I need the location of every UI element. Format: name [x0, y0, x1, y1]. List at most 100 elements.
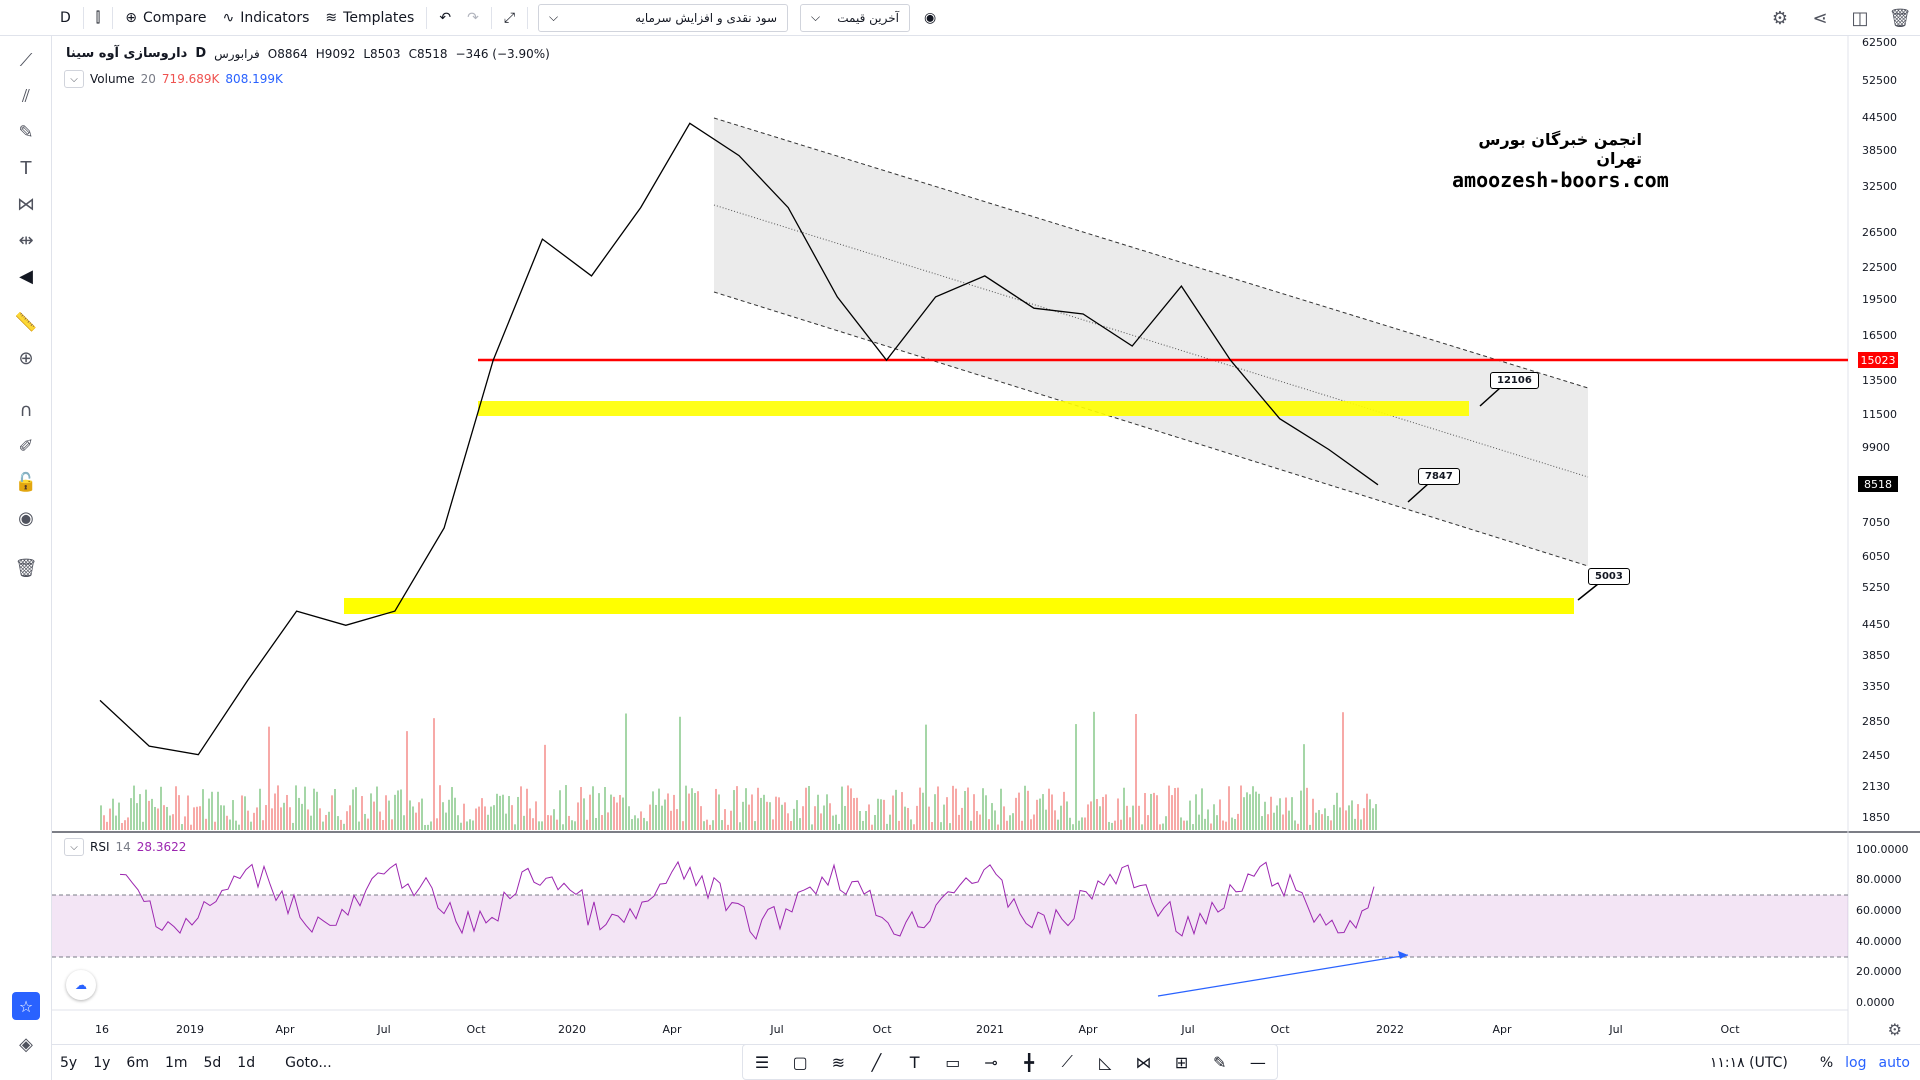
templates-button[interactable]: ≋ Templates	[317, 0, 422, 36]
note-7847[interactable]: 7847	[1418, 468, 1460, 485]
path-icon[interactable]: ⟋	[1061, 1052, 1073, 1071]
volume-bar	[1321, 814, 1323, 830]
volume-bar	[520, 786, 522, 830]
prediction-icon[interactable]: ⇹	[18, 229, 34, 251]
watermark: انجمن خبرگان بورس تهران amoozesh-boors.c…	[1452, 130, 1669, 192]
dividend-select[interactable]: سود نقدی و افزایش سرمایه ⌵	[538, 3, 789, 32]
volume-bar	[139, 794, 141, 830]
time-axis-label: Jul	[376, 1023, 390, 1036]
rsi-axis-label: 60.0000	[1856, 904, 1902, 917]
timezone-label[interactable]: ۱۱:۱۸ (UTC)	[1709, 1054, 1788, 1071]
symbol-name[interactable]: داروسازی آوه سینا	[66, 46, 188, 61]
volume-bar	[1039, 798, 1041, 830]
rectangle-icon[interactable]: ▢	[792, 1052, 808, 1072]
bar-style-icon[interactable]: ⫿	[95, 9, 101, 26]
text-icon[interactable]: T	[20, 157, 32, 179]
callout-icon[interactable]: ▭	[945, 1052, 961, 1072]
undo-icon[interactable]: ↶	[439, 9, 452, 26]
range-1m[interactable]: 1m	[164, 1054, 188, 1071]
channel-icon[interactable]: ⫽	[21, 85, 31, 107]
back-arrow-icon[interactable]: ◀	[19, 265, 33, 287]
brush-icon[interactable]: ✎	[1213, 1052, 1227, 1072]
volume-bar	[115, 815, 117, 830]
rsi-series	[119, 860, 1375, 941]
eye-icon[interactable]: ◉	[924, 9, 937, 26]
volume-bar	[733, 790, 735, 830]
volume-bar	[400, 789, 402, 830]
volume-bar	[1006, 820, 1008, 830]
zoom-in-icon[interactable]: ⊕	[18, 347, 34, 369]
rsi-divergence-line	[1157, 954, 1409, 997]
eye-icon[interactable]: ◉	[18, 507, 34, 529]
range-1d[interactable]: 1d	[237, 1054, 256, 1071]
pattern-icon[interactable]: ⋈	[17, 193, 35, 215]
magnet-icon[interactable]: ∩	[19, 399, 33, 421]
collapse-icon[interactable]: ⌵	[64, 838, 84, 856]
price-type-select[interactable]: آخرین قیمت ⌵	[800, 3, 911, 32]
cross-line-icon[interactable]: ╋	[1024, 1052, 1034, 1072]
share-icon[interactable]: ⋖	[1812, 7, 1828, 29]
interval-button[interactable]: D	[60, 9, 71, 26]
trash-icon[interactable]: 🗑	[14, 557, 38, 579]
brush-icon[interactable]: ✎	[18, 121, 34, 143]
collapse-icon[interactable]: ⌵	[64, 70, 84, 88]
text-icon[interactable]: T	[909, 1052, 920, 1072]
watermark-line1: انجمن خبرگان بورس تهران	[1478, 130, 1642, 168]
volume-bar	[787, 813, 789, 830]
ruler-icon[interactable]: 📏	[14, 311, 38, 333]
note-5003[interactable]: 5003	[1588, 568, 1630, 585]
trash-icon[interactable]: 🗑	[1888, 7, 1912, 29]
trendline-icon[interactable]: ⟋	[19, 49, 33, 71]
volume-bar	[103, 815, 105, 830]
volume-bar	[682, 821, 684, 830]
volume-label: Volume	[90, 72, 135, 86]
tradingview-logo-icon[interactable]: ☁	[66, 970, 96, 1000]
fullscreen-icon[interactable]: ⤢	[503, 9, 516, 26]
favorite-star-icon[interactable]: ☆	[12, 992, 40, 1020]
volume-bar	[418, 802, 420, 830]
price-axis-label: 3350	[1862, 680, 1890, 693]
measure-icon[interactable]: ⊞	[1174, 1052, 1189, 1072]
volume-bar	[1027, 790, 1029, 830]
note-12106[interactable]: 12106	[1490, 372, 1539, 389]
horizontal-line-icon[interactable]: —	[1249, 1052, 1266, 1072]
volume-bar	[346, 811, 348, 830]
layers-icon[interactable]: ◈	[19, 1033, 33, 1055]
volume-bar	[1363, 808, 1365, 830]
rsi-axis: 100.0000 80.0000 60.0000 40.0000 20.0000 0.00…	[1856, 843, 1909, 1009]
range-1y[interactable]: 1y	[93, 1054, 111, 1071]
volume-bar	[562, 824, 564, 830]
time-axis-label: 2020	[558, 1023, 586, 1036]
layout-icon[interactable]: ◫	[1851, 7, 1869, 29]
horizontal-ray-icon[interactable]: ⊸	[984, 1052, 998, 1072]
lock-drawing-icon[interactable]: ✐	[18, 435, 34, 457]
note-pointer	[1479, 387, 1501, 407]
chart-settings-icon[interactable]: ⚙	[1887, 1020, 1902, 1039]
volume-bar	[118, 802, 120, 830]
horizontal-lines-icon[interactable]: ☰	[754, 1052, 770, 1072]
settings-icon[interactable]: ⚙	[1771, 7, 1789, 29]
auto-toggle[interactable]: auto	[1878, 1054, 1910, 1071]
redo-icon[interactable]: ↷	[467, 9, 479, 26]
rsi-axis-label: 0.0000	[1856, 996, 1895, 1009]
indicators-button[interactable]: ∿ Indicators	[215, 0, 318, 36]
line-icon[interactable]: ╱	[871, 1052, 882, 1072]
lock-icon[interactable]: 🔓	[14, 471, 38, 493]
range-5y[interactable]: 5y	[60, 1054, 78, 1071]
range-5d[interactable]: 5d	[203, 1054, 222, 1071]
percent-toggle[interactable]: %	[1819, 1054, 1834, 1071]
volume-bar	[874, 815, 876, 830]
volume-bar	[496, 793, 498, 830]
volume-bar	[1078, 820, 1080, 830]
fib-icon[interactable]: ≋	[831, 1052, 846, 1072]
volume-bar	[781, 804, 783, 830]
pattern-icon[interactable]: ⋈	[1135, 1052, 1152, 1072]
volume-bar	[658, 788, 660, 830]
range-6m[interactable]: 6m	[126, 1054, 149, 1071]
goto-button[interactable]: Goto...	[285, 1054, 332, 1071]
compare-button[interactable]: ⊕ Compare	[117, 0, 214, 36]
price-axis-label: 5250	[1862, 581, 1890, 594]
log-toggle[interactable]: log	[1845, 1054, 1867, 1071]
volume-bar	[1219, 799, 1221, 830]
triangle-icon[interactable]: ◺	[1099, 1052, 1112, 1072]
